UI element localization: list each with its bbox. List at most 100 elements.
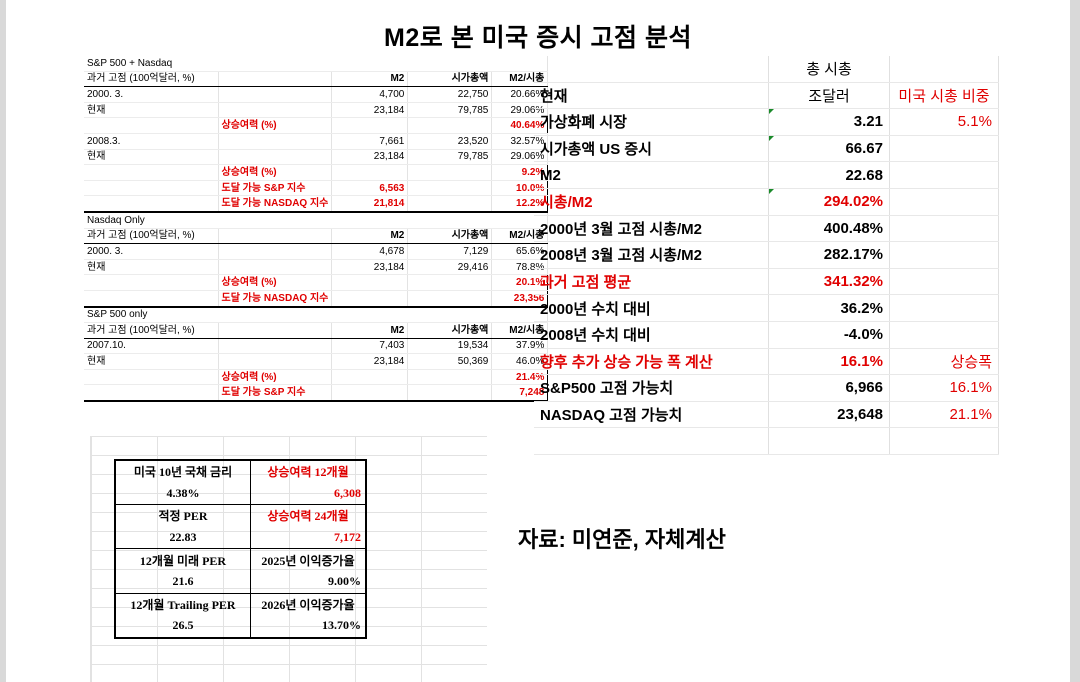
summary-cell: 4.38% bbox=[114, 482, 251, 506]
row-value: 66.67 bbox=[768, 135, 890, 163]
table-cell bbox=[218, 259, 333, 276]
spreadsheet-canvas: M2로 본 미국 증시 고점 분석 S&P 500 + Nasdaq 과거 고점 … bbox=[6, 0, 1070, 682]
highlight-row: 도달 가능 S&P 지수 7,248 bbox=[84, 384, 549, 403]
table-cell bbox=[407, 384, 493, 403]
row-value: 3.21 bbox=[768, 108, 890, 136]
table-cell bbox=[218, 86, 333, 103]
table-row: 2008년 수치 대비 -4.0% bbox=[534, 321, 999, 349]
row-label: 2000년 수치 대비 bbox=[534, 294, 769, 322]
table-cell: 79,785 bbox=[407, 102, 493, 119]
table-cell bbox=[84, 164, 219, 181]
row-label: M2 bbox=[534, 161, 769, 189]
table-cell: 현재 bbox=[84, 102, 219, 119]
row-value: 341.32% bbox=[768, 268, 890, 296]
table-cell bbox=[407, 117, 493, 134]
table-cell bbox=[218, 149, 333, 166]
table-cell bbox=[218, 133, 333, 150]
header-us-share: 미국 시총 비중 bbox=[889, 82, 999, 110]
row-extra: 21.1% bbox=[889, 401, 999, 429]
market-cap-table: 총 시총 현재 조달러 미국 시총 비중 가상화폐 시장 3.21 5.1% 시가총액… bbox=[534, 56, 999, 455]
header-row-unit: 현재 조달러 미국 시총 비중 bbox=[534, 82, 999, 110]
section-header-row: 과거 고점 (100억달러, %) M2 시가총액 M2/시총 bbox=[84, 71, 549, 88]
section-title-row: Nasdaq Only bbox=[84, 211, 549, 229]
table-cell bbox=[84, 117, 219, 134]
table-row: 현재 23,184 79,785 29.06% bbox=[84, 149, 549, 166]
header-current-label: 현재 bbox=[534, 82, 769, 110]
section-title: S&P 500 + Nasdaq bbox=[84, 56, 549, 72]
highlight-row: 상승여력 (%) 40.64% bbox=[84, 117, 549, 134]
row-extra bbox=[889, 215, 999, 243]
table-cell: 29,416 bbox=[407, 259, 493, 276]
table-cell: 79,785 bbox=[407, 149, 493, 166]
table-cell: 상승여력 (%) bbox=[217, 369, 333, 386]
row-label: 가상화폐 시장 bbox=[534, 108, 769, 136]
table-cell bbox=[218, 353, 333, 370]
table-row: 2000. 3. 4,678 7,129 65.6% bbox=[84, 243, 549, 260]
row-extra bbox=[889, 188, 999, 216]
summary-cell: 12개월 Trailing PER bbox=[114, 592, 251, 616]
section-title: S&P 500 only bbox=[84, 305, 549, 324]
row-value: 16.1% bbox=[768, 348, 890, 376]
header-cell: 시가총액 bbox=[407, 228, 493, 245]
section-title-row: S&P 500 only bbox=[84, 305, 549, 324]
row-value: 23,648 bbox=[768, 401, 890, 429]
row-extra bbox=[889, 268, 999, 296]
table-row: 현재 23,184 50,369 46.0% bbox=[84, 353, 549, 370]
table-cell: 4,700 bbox=[331, 86, 409, 103]
summary-cell: 상승여력 12개월 bbox=[250, 459, 367, 483]
m2-detail-table: S&P 500 + Nasdaq 과거 고점 (100억달러, %) M2 시가총액 M… bbox=[84, 56, 549, 403]
table-cell bbox=[84, 274, 219, 291]
row-value: 400.48% bbox=[768, 215, 890, 243]
table-cell bbox=[331, 117, 409, 134]
empty-cell bbox=[534, 427, 769, 455]
table-cell bbox=[407, 290, 493, 308]
table-cell: 23,520 bbox=[407, 133, 493, 150]
highlight-row: 상승여력 (%) 20.1% bbox=[84, 274, 549, 291]
row-label: 시총/M2 bbox=[534, 188, 769, 216]
header-cell: 시가총액 bbox=[407, 71, 493, 88]
label-row: 12개월 Trailing PER 2026년 이익증가율 bbox=[114, 592, 367, 616]
highlight-row: 도달 가능 NASDAQ 지수 23,356 bbox=[84, 290, 549, 308]
table-row: S&P500 고점 가능치 6,966 16.1% bbox=[534, 374, 999, 402]
row-value: 6,966 bbox=[768, 374, 890, 402]
header-row-top: 총 시총 bbox=[534, 56, 999, 83]
header-cell bbox=[218, 228, 333, 245]
row-label: 향후 추가 상승 가능 폭 계산 bbox=[534, 348, 769, 376]
summary-cell: 적정 PER bbox=[114, 504, 251, 527]
row-extra bbox=[889, 135, 999, 163]
table-cell: 2007.10. bbox=[84, 338, 219, 355]
table-cell: 22,750 bbox=[407, 86, 493, 103]
section-header-row: 과거 고점 (100억달러, %) M2 시가총액 M2/시총 bbox=[84, 228, 549, 245]
table-row: 향후 추가 상승 가능 폭 계산 16.1% 상승폭 bbox=[534, 348, 999, 376]
summary-cell: 13.70% bbox=[250, 615, 367, 639]
table-row: 2000년 3월 고점 시총/M2 400.48% bbox=[534, 215, 999, 243]
table-row: 시가총액 US 증시 66.67 bbox=[534, 135, 999, 163]
label-row: 적정 PER 상승여력 24개월 bbox=[114, 504, 367, 527]
row-extra bbox=[889, 241, 999, 269]
table-cell bbox=[331, 290, 409, 308]
table-cell bbox=[407, 274, 493, 291]
summary-cell: 미국 10년 국채 금리 bbox=[114, 459, 251, 483]
row-label: 시가총액 US 증시 bbox=[534, 135, 769, 163]
table-cell bbox=[407, 180, 493, 197]
table-cell: 7,661 bbox=[331, 133, 409, 150]
summary-cell: 22.83 bbox=[114, 526, 251, 550]
row-label: 2000년 3월 고점 시총/M2 bbox=[534, 215, 769, 243]
value-row: 22.83 7,172 bbox=[114, 526, 367, 550]
table-cell: 50,369 bbox=[407, 353, 493, 370]
table-row: 과거 고점 평균 341.32% bbox=[534, 268, 999, 296]
m2-detail-grid: S&P 500 + Nasdaq 과거 고점 (100억달러, %) M2 시가총액 M… bbox=[84, 56, 549, 403]
table-row: 현재 23,184 79,785 29.06% bbox=[84, 102, 549, 119]
empty-row bbox=[534, 427, 999, 455]
table-cell bbox=[84, 369, 219, 386]
table-cell: 도달 가능 NASDAQ 지수 bbox=[217, 195, 333, 213]
header-unit: 조달러 bbox=[768, 82, 890, 110]
table-row: 2007.10. 7,403 19,534 37.9% bbox=[84, 338, 549, 355]
row-label: S&P500 고점 가능치 bbox=[534, 374, 769, 402]
table-cell: 6,563 bbox=[331, 180, 409, 197]
header-cell: 시가총액 bbox=[407, 322, 493, 339]
table-row: 2000. 3. 4,700 22,750 20.66% bbox=[84, 86, 549, 103]
summary-cell: 7,172 bbox=[250, 526, 367, 550]
table-cell bbox=[331, 274, 409, 291]
row-value: 282.17% bbox=[768, 241, 890, 269]
